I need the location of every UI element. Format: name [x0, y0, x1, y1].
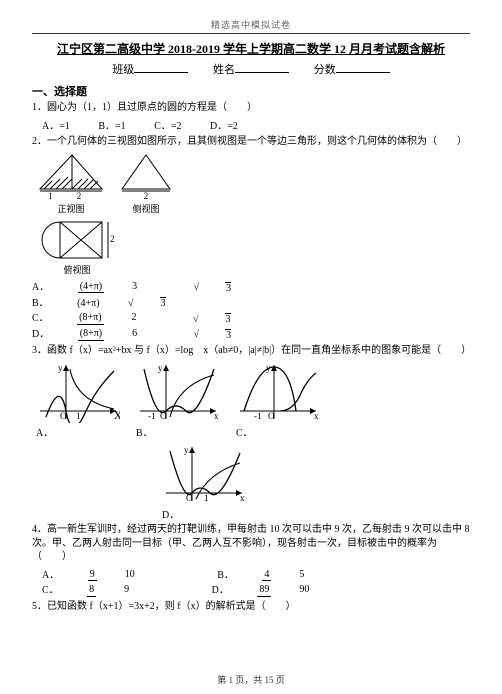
front-view-label: 正视图 [38, 202, 104, 215]
q3-label-c[interactable]: C． [236, 424, 320, 439]
q3-graph-a: xy O1 A． [36, 361, 120, 439]
q4-opt-a[interactable]: A． 910 [42, 566, 189, 581]
q3-text: 3．函数 f（x）=ax²+bx 与 f（x）=log x（ab≠0，|a|≠|… [32, 344, 470, 358]
q4-opt-b[interactable]: B． 45 [217, 566, 358, 581]
q4-options: A． 910 B． 45 C． 89 D． 8990 [42, 566, 470, 597]
q2-text: 2．一个几何体的三视图如图所示，且其侧视图是一个等边三角形，则这个几何体的体积为… [32, 135, 470, 149]
q1-opt-b[interactable]: B．=1 [98, 117, 125, 132]
svg-text:y: y [184, 445, 189, 455]
svg-text:x: x [114, 406, 120, 423]
page-top-label: 精选高中模拟试卷 [32, 18, 470, 31]
q4-text: 4．高一新生军训时，经过两天的打靶训练，甲每射击 10 次可以击中 9 次，乙每… [32, 523, 470, 564]
q5-text: 5．已知函数 f（x+1）=3x+2，则 f（x）的解析式是（ ） [32, 600, 470, 614]
q2-opt-d[interactable]: D． (8+π)6 √3 [32, 325, 257, 341]
svg-text:1: 1 [204, 493, 209, 503]
blank-name[interactable] [235, 62, 289, 73]
front-dim-1: 1 [48, 191, 53, 201]
q3-label-d[interactable]: D． [162, 506, 246, 521]
blank-score[interactable] [336, 62, 390, 73]
q2-opt-a[interactable]: A． (4+π)3 √3 [32, 278, 257, 294]
svg-text:x: x [240, 493, 245, 503]
top-view-label: 俯视图 [38, 263, 116, 276]
svg-text:x: x [214, 411, 219, 421]
q4-opt-c[interactable]: C． 89 [42, 581, 183, 596]
q3-graph-d: O1 xy D． [162, 443, 246, 521]
label-score: 分数 [314, 64, 336, 76]
q1-options: A．=1 B．=1 C．=2 D．=2 [42, 117, 470, 132]
q2-opt-b[interactable]: B． (4+π) √3 [32, 294, 192, 310]
svg-text:-1: -1 [254, 411, 262, 421]
q3-graph-c: O-1 xy C． [236, 361, 320, 439]
q3-label-a[interactable]: A． [36, 424, 120, 439]
q3-graph-b: O-1 xy B． [136, 361, 220, 439]
svg-text:y: y [58, 363, 63, 373]
page-footer: 第 1 页，共 15 页 [0, 673, 502, 686]
side-view: 2 侧视图 [116, 151, 176, 215]
svg-text:O: O [268, 411, 275, 421]
q4-opt-d[interactable]: D． 8990 [212, 581, 364, 596]
fill-row: 班级 姓名 分数 [32, 61, 470, 77]
label-class: 班级 [112, 64, 134, 76]
top-dim-text: 2 [110, 234, 115, 244]
exam-title: 江宁区第二高级中学 2018-2019 学年上学期高二数学 12 月月考试题含解… [32, 40, 470, 57]
q2-opt-c[interactable]: C． (8+π)2 √3 [32, 309, 257, 325]
label-name: 姓名 [213, 64, 235, 76]
svg-text:-1: -1 [148, 411, 156, 421]
svg-text:1: 1 [76, 411, 81, 421]
section-1-heading: 一、选择题 [32, 83, 470, 99]
q2-options: A． (4+π)3 √3 B． (4+π) √3 C． (8+π)2 √3 D．… [32, 278, 470, 341]
svg-text:y: y [158, 363, 163, 373]
q1-opt-d[interactable]: D．=2 [210, 117, 238, 132]
q3-label-b[interactable]: B． [136, 424, 220, 439]
front-view: 1 2 正视图 [38, 151, 104, 215]
svg-text:x: x [314, 411, 319, 421]
top-view: 2 俯视图 [38, 218, 116, 276]
q1-opt-a[interactable]: A．=1 [42, 117, 70, 132]
blank-class[interactable] [134, 62, 188, 73]
top-rule [32, 33, 470, 34]
front-dim-2: 2 [77, 191, 82, 201]
q1-opt-c[interactable]: C．=2 [154, 117, 181, 132]
q1-text: 1．圆心为（1，1）且过原点的圆的方程是（ ） [32, 101, 470, 115]
side-dim: 2 [116, 191, 176, 201]
side-view-label: 侧视图 [116, 202, 176, 215]
